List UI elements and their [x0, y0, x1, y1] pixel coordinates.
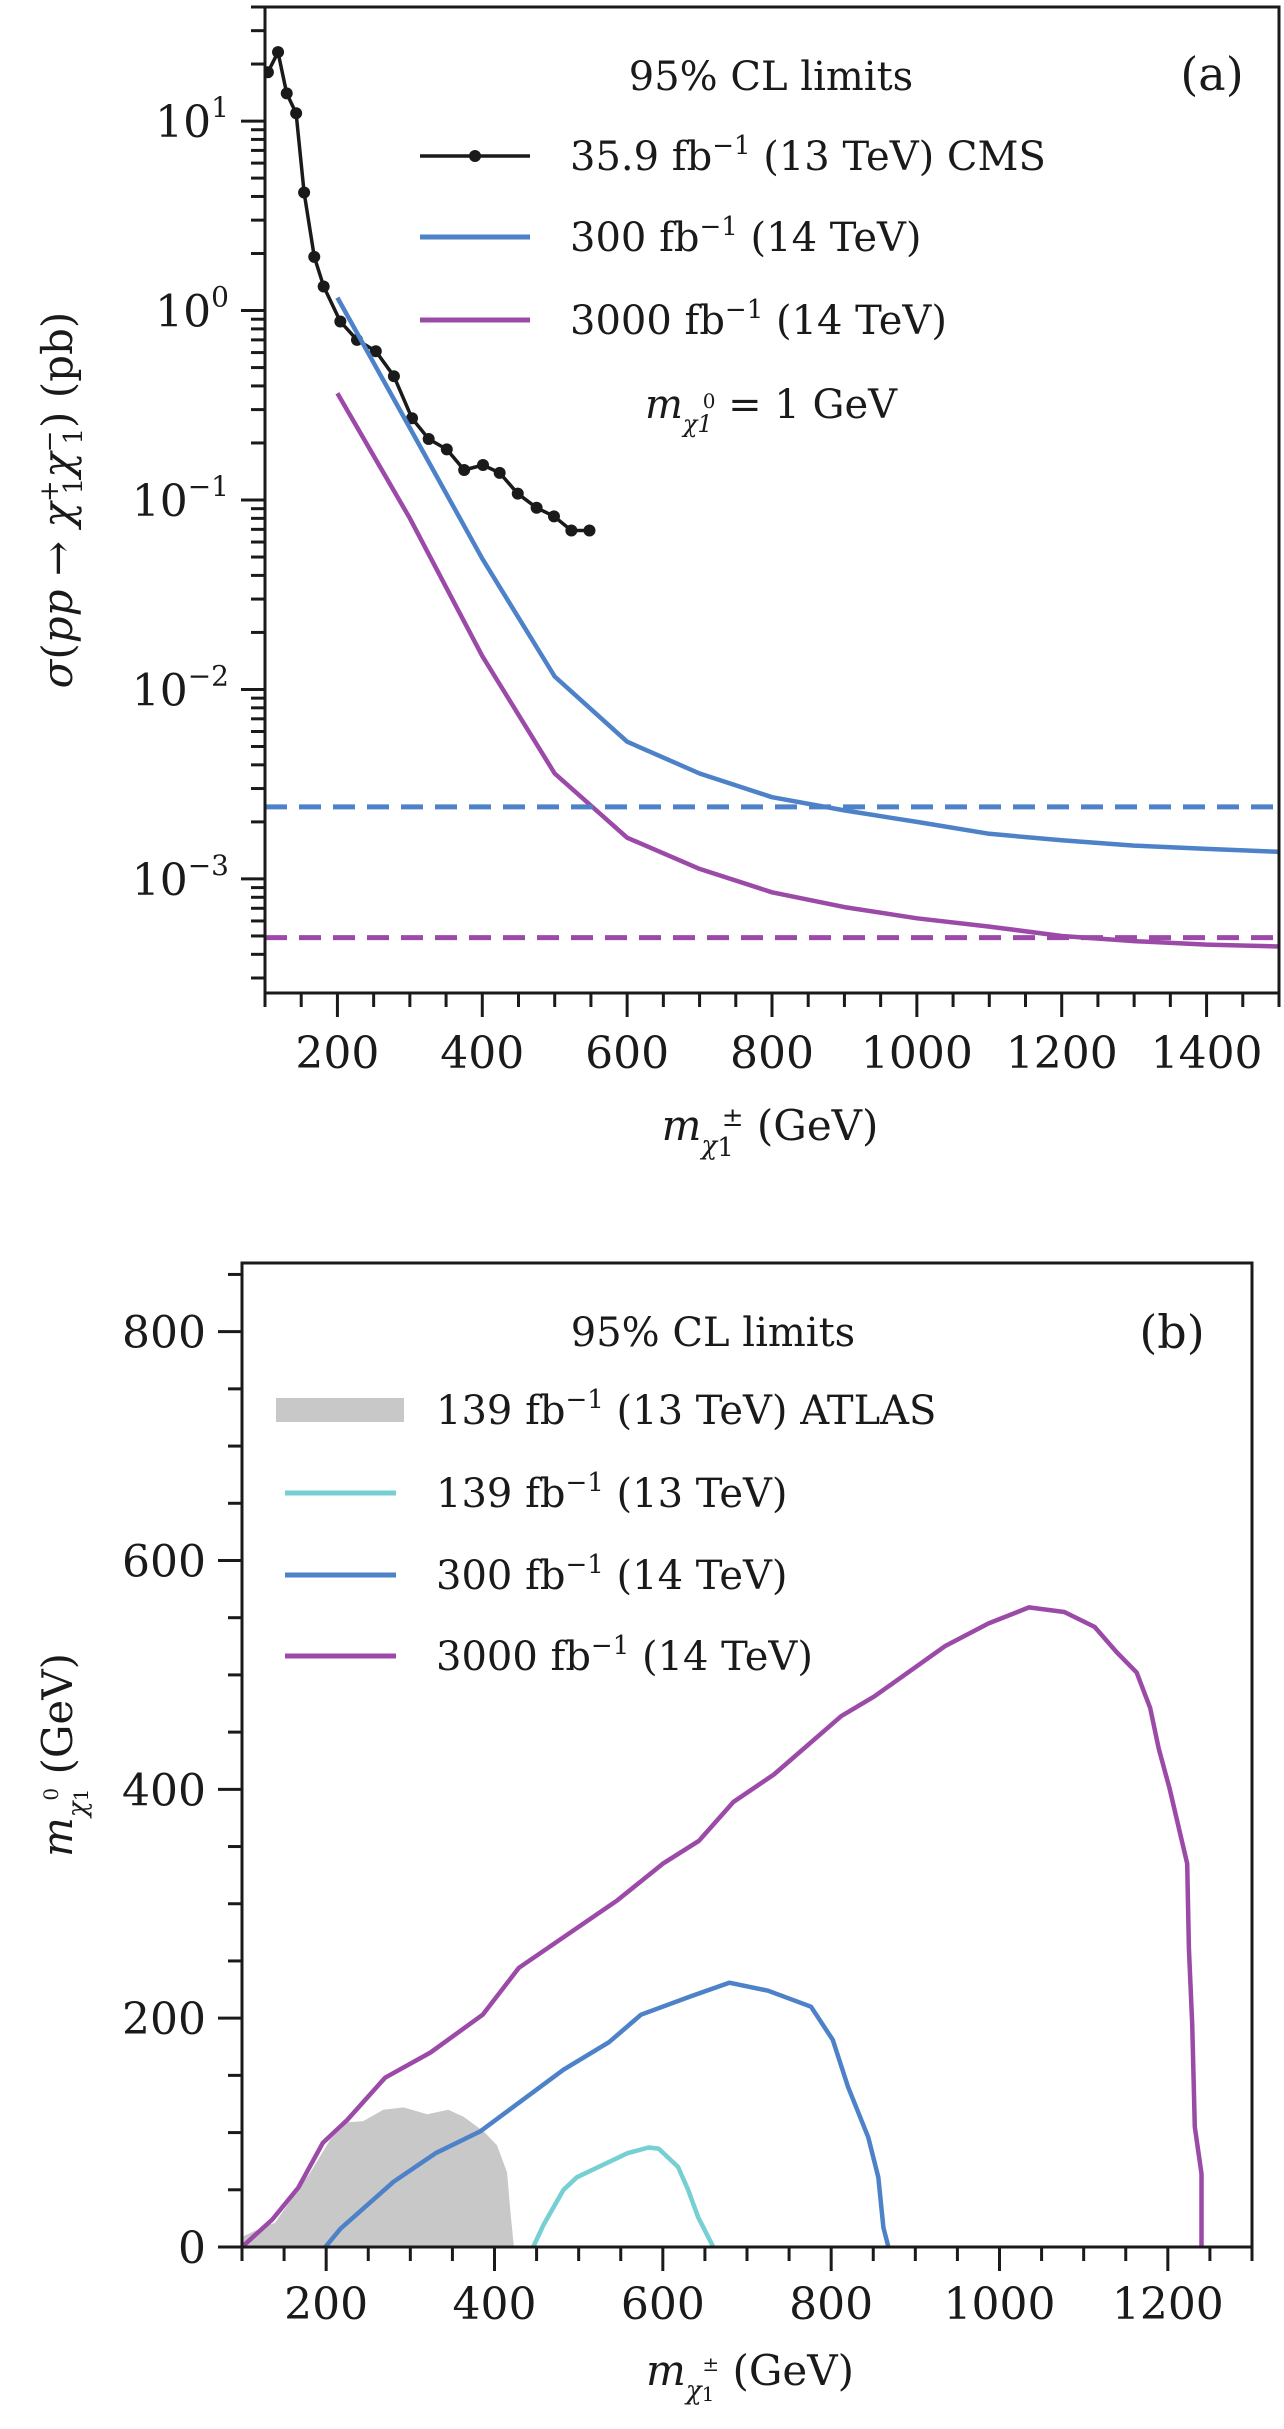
data-point-cms [406, 412, 419, 425]
x-tick-label: 800 [730, 1028, 814, 1079]
y-tick-label: 600 [122, 1536, 206, 1587]
x-tick-label: 1400 [1151, 1028, 1263, 1079]
x-tick-label: 200 [284, 2279, 368, 2330]
x-tick-label: 1000 [861, 1028, 973, 1079]
data-point-cms [317, 280, 330, 293]
data-point-cms [308, 250, 321, 263]
panel-a-plot-area [265, 46, 1279, 949]
x-tick-label: 400 [453, 2279, 537, 2330]
x-tick-label: 1200 [1112, 2279, 1224, 2330]
panel-b: 200 400 600 800 1000 1200 0 200 400 600 800 mχ1± … [33, 1261, 1254, 2406]
panel-b-legend: 95% CL limits 139 fb−1 (13 TeV) ATLAS 139 … [276, 1310, 936, 1680]
x-tick-label: 400 [440, 1028, 524, 1079]
data-point-cms [583, 524, 596, 537]
legend-annotation: mχ10 = 1 GeV [645, 382, 898, 438]
data-point-cms [290, 107, 303, 120]
data-point-cms [280, 87, 293, 100]
y-tick-label: 10−2 [132, 659, 229, 716]
data-point-cms [265, 66, 274, 79]
data-point-cms [440, 443, 453, 456]
legend-marker-cms [469, 150, 481, 162]
data-point-cms [369, 345, 382, 358]
panel-a-legend: 95% CL limits 35.9 fb−1 (13 TeV) CMS 300 f… [420, 54, 1046, 438]
y-tick-label: 10−1 [132, 470, 229, 527]
data-point-cms [547, 510, 560, 523]
series-line-hl3000 [335, 392, 1279, 949]
legend-label-cms: 35.9 fb−1 (13 TeV) CMS [570, 131, 1046, 180]
panel-a-x-ticks: 200 400 600 800 1000 1200 1400 [263, 993, 1281, 1079]
data-point-cms [493, 466, 506, 479]
legend-label-hl300: 300 fb−1 (14 TeV) [570, 212, 921, 261]
panel-a: 200 400 600 800 1000 1200 1400 10−3 10−2 10−1 100… [33, 5, 1281, 1163]
contour-line-hl300 [323, 1980, 891, 2247]
x-tick-label: 600 [585, 1028, 669, 1079]
legend-title: 95% CL limits [629, 54, 913, 100]
series-line-hl300 [335, 296, 1279, 855]
data-point-cms [511, 487, 524, 500]
legend-label-hl3000: 3000 fb−1 (14 TeV) [436, 1631, 813, 1680]
data-point-cms [477, 459, 490, 472]
y-tick-label: 100 [155, 281, 229, 338]
panel-b-y-axis-label: mχ10 (GeV) [33, 1653, 93, 1857]
data-point-cms [422, 432, 435, 445]
x-tick-label: 1200 [1006, 1028, 1118, 1079]
legend-label-atlas: 139 fb−1 (13 TeV) ATLAS [436, 1385, 936, 1434]
data-point-cms [334, 315, 347, 328]
excluded-region-atlas [242, 2107, 514, 2247]
panel-a-y-axis-label: σ(pp → χ+1χ−1) (pb) [33, 312, 89, 689]
panel-a-series-group [265, 46, 1279, 949]
data-point-cms [387, 370, 400, 383]
legend-patch-atlas [276, 1398, 404, 1422]
x-tick-label: 800 [789, 2279, 873, 2330]
panel-b-plot-area [242, 1605, 1204, 2247]
legend-label-lhc139: 139 fb−1 (13 TeV) [436, 1468, 787, 1517]
y-tick-label: 800 [122, 1308, 206, 1359]
y-tick-label: 0 [178, 2223, 206, 2274]
contour-line-hl3000 [242, 1605, 1204, 2247]
y-tick-label: 10−3 [132, 849, 229, 906]
panel-a-y-ticks: 10−3 10−2 10−1 100 101 [132, 5, 265, 980]
panel-b-y-ticks: 0 200 400 600 800 [122, 1272, 242, 2274]
y-tick-label: 400 [122, 1765, 206, 1816]
panel-b-tag: (b) [1139, 1305, 1204, 1359]
x-tick-label: 600 [621, 2279, 705, 2330]
legend-label-hl300: 300 fb−1 (14 TeV) [436, 1550, 787, 1599]
data-point-cms [565, 524, 578, 537]
y-tick-label: 200 [122, 1994, 206, 2045]
legend-title: 95% CL limits [571, 1310, 855, 1356]
x-tick-label: 1000 [944, 2279, 1056, 2330]
data-point-cms [458, 463, 471, 476]
legend-label-hl3000: 3000 fb−1 (14 TeV) [570, 295, 947, 344]
contour-line-lhc139 [531, 2145, 716, 2247]
panel-a-tag: (a) [1180, 47, 1243, 101]
series-line-cms [266, 50, 590, 533]
y-tick-label: 101 [155, 91, 229, 148]
data-point-cms [298, 186, 311, 199]
data-point-cms [530, 501, 543, 514]
x-tick-label: 200 [295, 1028, 379, 1079]
panel-b-x-axis-label: mχ1± (GeV) [646, 2346, 854, 2406]
data-point-cms [272, 46, 285, 59]
panel-b-series-group [242, 1605, 1204, 2247]
panel-a-x-axis-label: mχ1± (GeV) [662, 1101, 879, 1163]
panel-b-x-ticks: 200 400 600 800 1000 1200 [240, 2247, 1254, 2330]
